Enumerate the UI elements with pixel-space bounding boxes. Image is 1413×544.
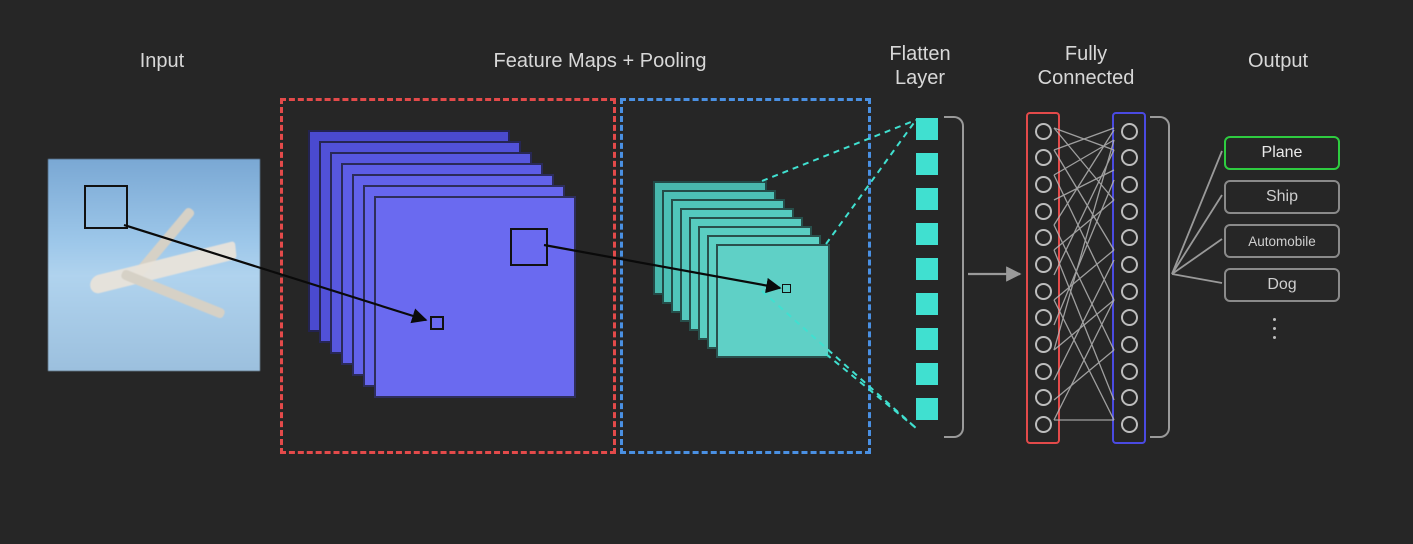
neuron <box>1121 149 1138 166</box>
label-fc: FullyConnected <box>1026 42 1146 90</box>
label-input: Input <box>112 50 212 73</box>
flatten-cell <box>916 328 938 350</box>
neuron <box>1035 309 1052 326</box>
flatten-cell <box>916 223 938 245</box>
neuron <box>1035 336 1052 353</box>
label-output: Output <box>1228 50 1328 73</box>
output-class-automobile: Automobile <box>1224 224 1340 258</box>
flatten-cell <box>916 118 938 140</box>
neuron <box>1035 256 1052 273</box>
neuron <box>1121 363 1138 380</box>
neuron <box>1121 336 1138 353</box>
flatten-cell <box>916 258 938 280</box>
neuron <box>1121 123 1138 140</box>
neuron <box>1035 123 1052 140</box>
output-class-ship: Ship <box>1224 180 1340 214</box>
neuron <box>1035 149 1052 166</box>
neuron <box>1035 363 1052 380</box>
neuron <box>1121 283 1138 300</box>
neuron <box>1121 203 1138 220</box>
neuron <box>1121 389 1138 406</box>
fc-column-1 <box>1026 112 1060 444</box>
flatten-cell <box>916 363 938 385</box>
neuron <box>1121 176 1138 193</box>
flatten-cell <box>916 188 938 210</box>
flatten-cell <box>916 293 938 315</box>
bracket-flatten <box>944 116 964 438</box>
input-selector-box <box>84 185 128 229</box>
stack1-target-box <box>430 316 444 330</box>
neuron <box>1035 229 1052 246</box>
neuron <box>1121 416 1138 433</box>
neuron <box>1035 389 1052 406</box>
label-flatten: FlattenLayer <box>870 42 970 90</box>
flatten-cell <box>916 398 938 420</box>
label-feature-maps: Feature Maps + Pooling <box>470 50 730 73</box>
neuron <box>1035 203 1052 220</box>
neuron <box>1035 283 1052 300</box>
input-image <box>48 159 260 371</box>
flatten-column <box>916 118 938 420</box>
bracket-fc <box>1150 116 1170 438</box>
neuron <box>1121 309 1138 326</box>
flatten-cell <box>916 153 938 175</box>
output-class-dog: Dog <box>1224 268 1340 302</box>
output-ellipsis <box>1273 318 1276 339</box>
neuron <box>1035 416 1052 433</box>
stack1-selector-box <box>510 228 548 266</box>
stack2-target-box <box>782 284 791 293</box>
output-class-plane: Plane <box>1224 136 1340 170</box>
neuron <box>1121 256 1138 273</box>
neuron <box>1121 229 1138 246</box>
fc-column-2 <box>1112 112 1146 444</box>
neuron <box>1035 176 1052 193</box>
plane-shape <box>120 269 226 319</box>
